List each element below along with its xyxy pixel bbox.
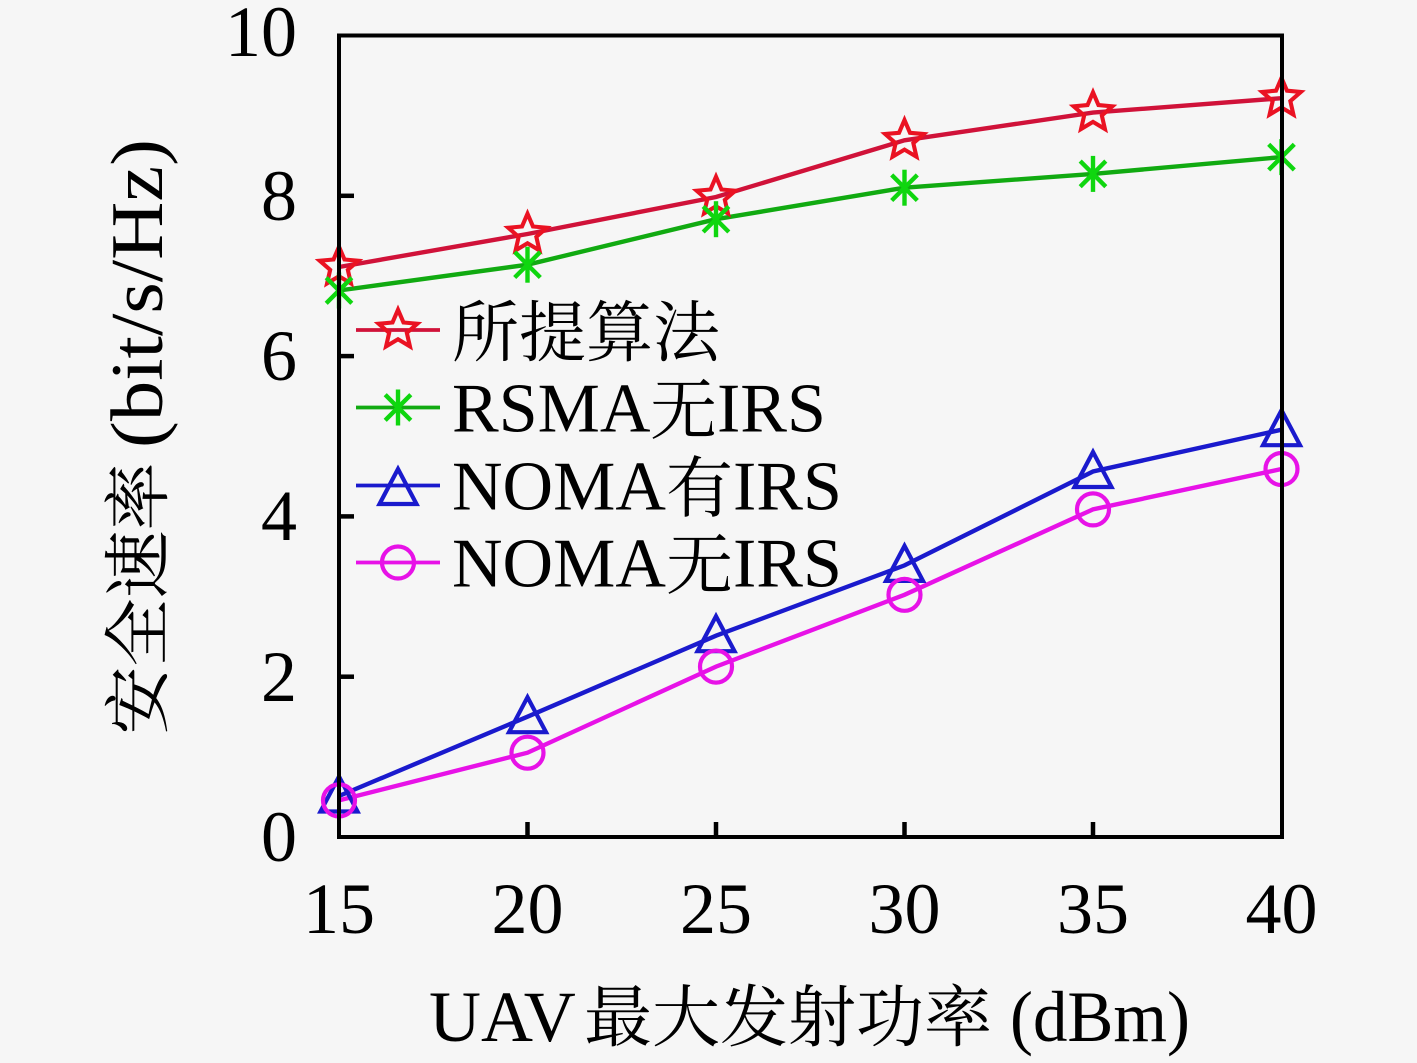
svg-text:15: 15	[303, 869, 375, 949]
svg-text:8: 8	[261, 156, 297, 236]
svg-text:0: 0	[261, 797, 297, 877]
svg-text:UAV: UAV	[429, 977, 576, 1057]
svg-text:30: 30	[869, 869, 941, 949]
svg-text:20: 20	[492, 869, 564, 949]
svg-text:IRS: IRS	[733, 449, 842, 526]
svg-text:35: 35	[1057, 869, 1129, 949]
svg-text:(bit/s/Hz): (bit/s/Hz)	[97, 139, 179, 448]
svg-text:NOMA: NOMA	[452, 526, 666, 603]
svg-text:(dBm): (dBm)	[1010, 977, 1190, 1057]
svg-text:IRS: IRS	[717, 371, 826, 448]
svg-text:2: 2	[261, 637, 297, 717]
svg-text:10: 10	[225, 0, 297, 72]
svg-text:NOMA: NOMA	[452, 449, 666, 526]
svg-text:IRS: IRS	[733, 526, 842, 603]
svg-text:40: 40	[1246, 869, 1318, 949]
svg-text:4: 4	[261, 476, 297, 556]
svg-text:6: 6	[261, 316, 297, 396]
svg-text:RSMA: RSMA	[452, 371, 651, 448]
svg-text:25: 25	[680, 869, 752, 949]
